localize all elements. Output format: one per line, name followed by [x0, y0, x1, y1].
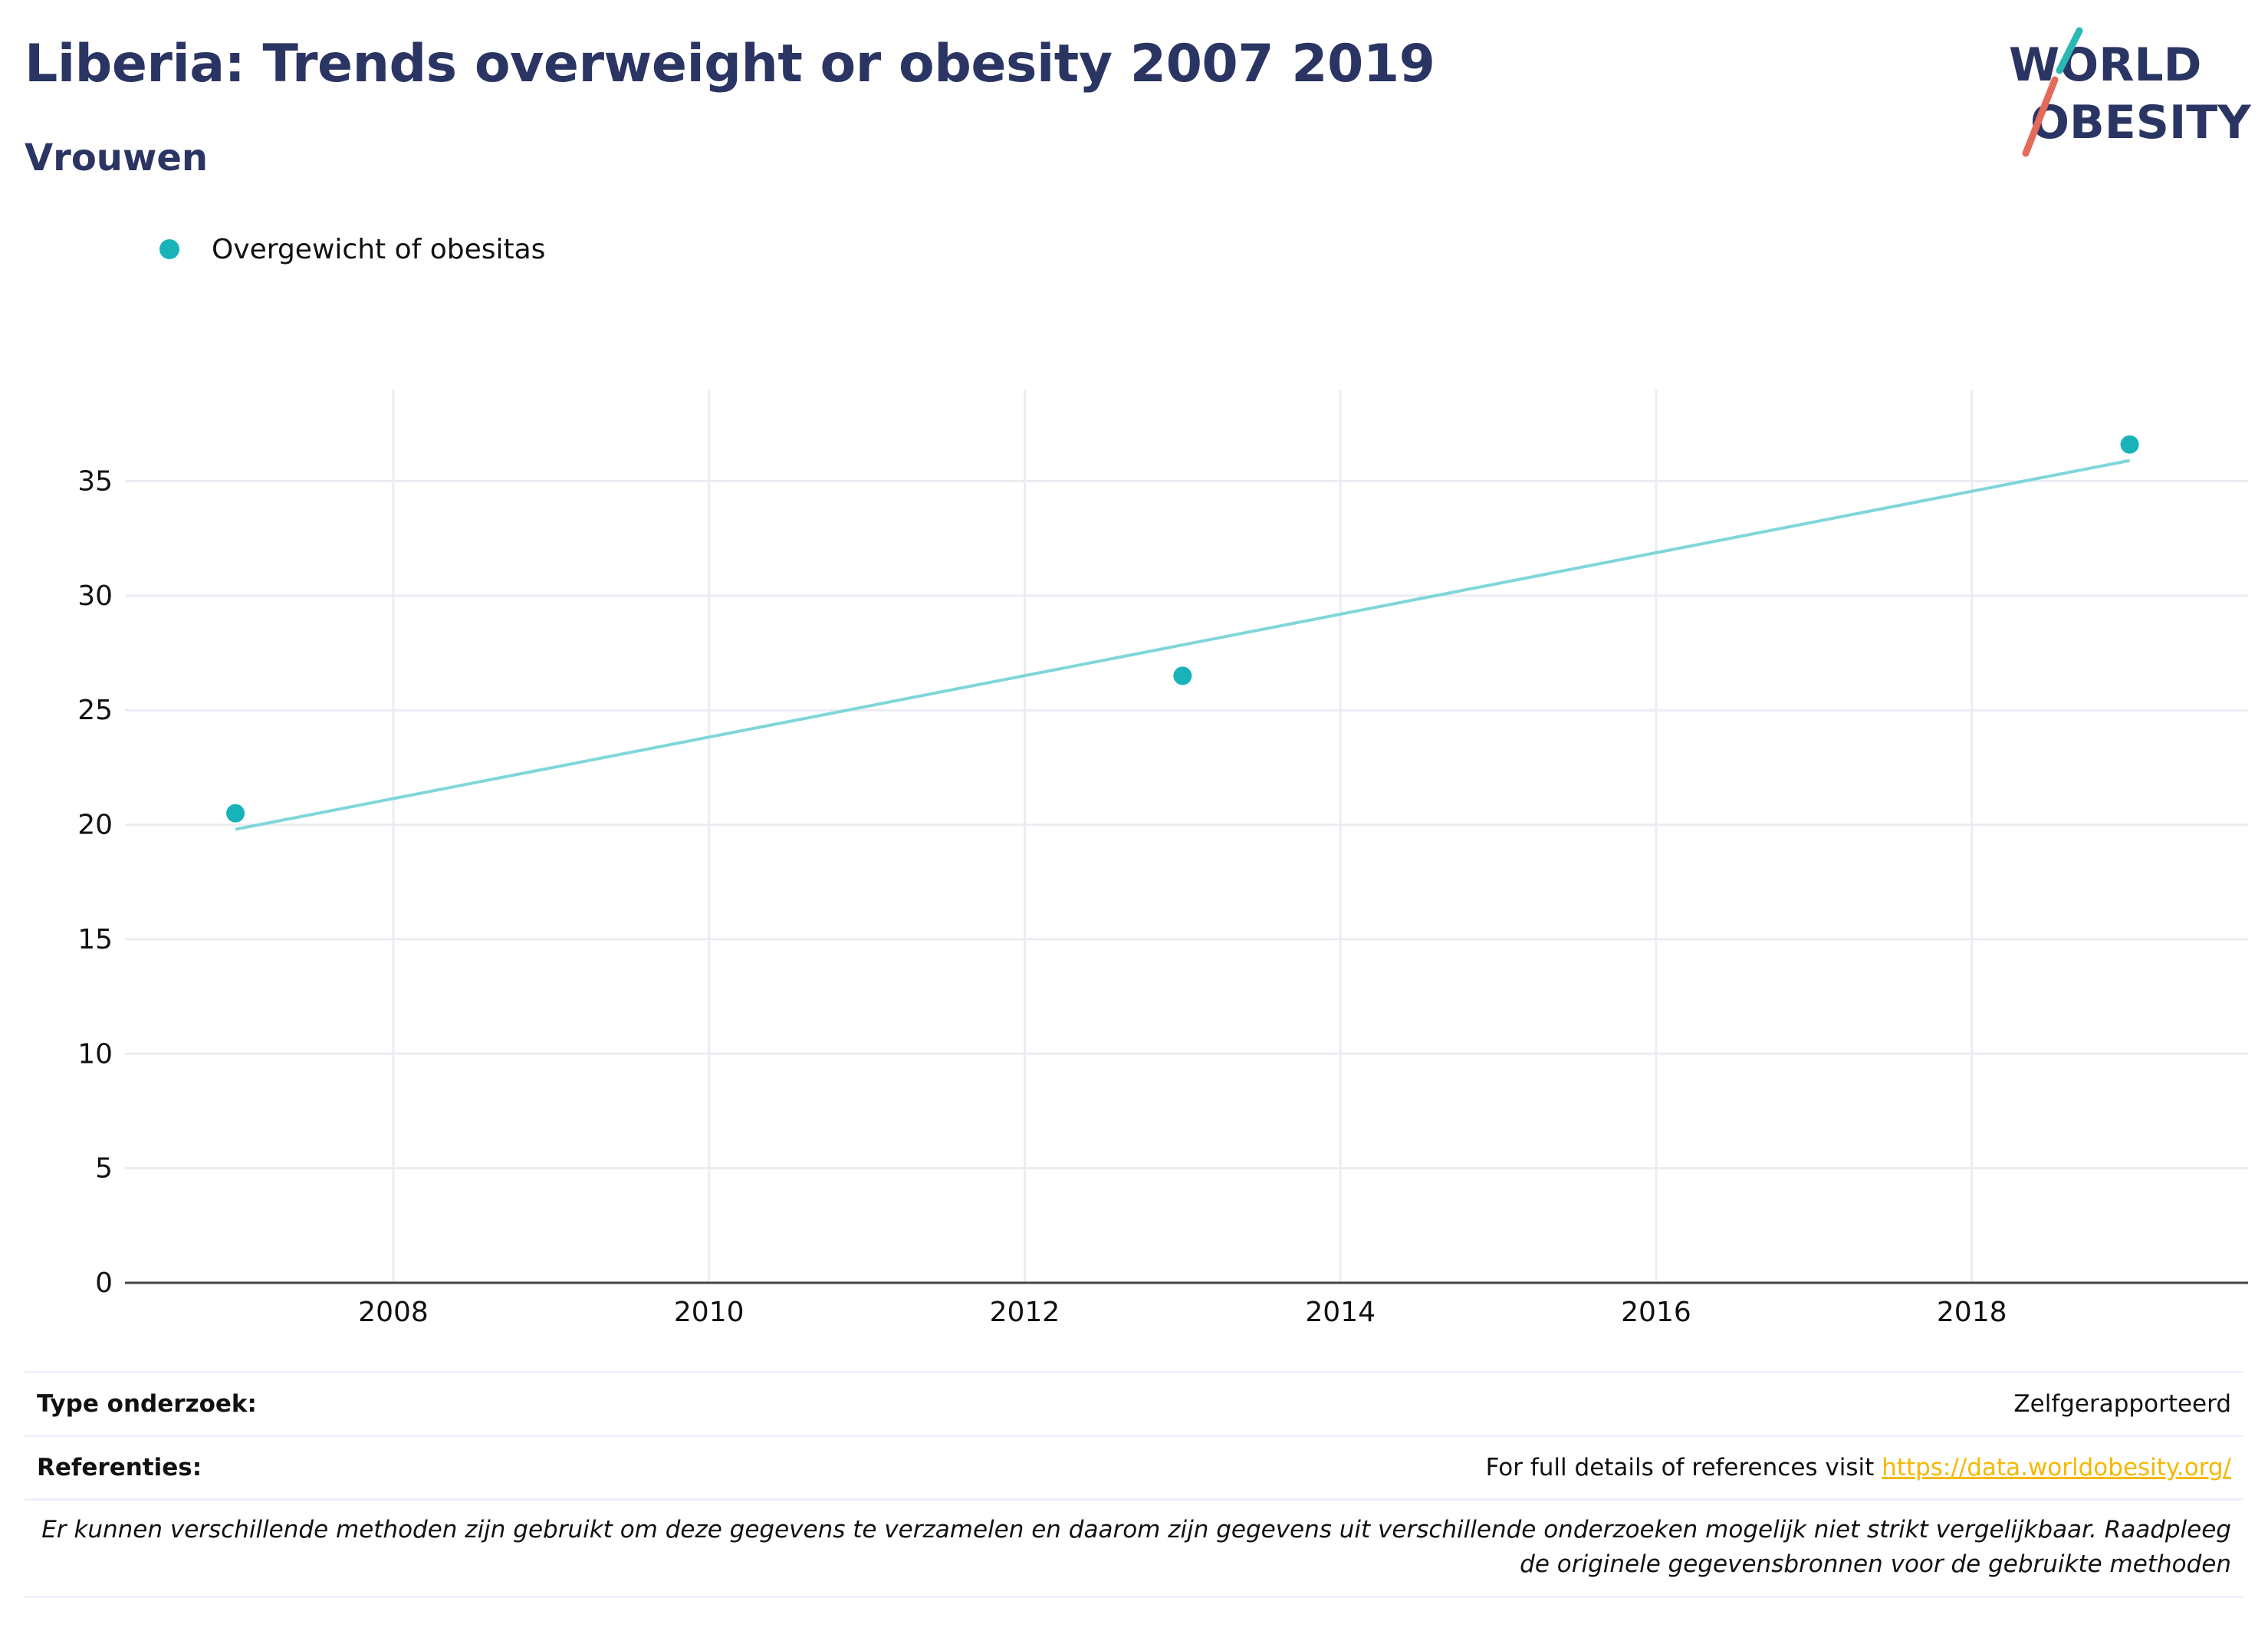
references-value: For full details of references visit htt…: [1486, 1454, 2231, 1481]
x-tick-label: 2014: [1305, 1297, 1376, 1328]
metadata-table: Type onderzoek: Zelfgerapporteerd Refere…: [25, 1371, 2243, 1598]
x-tick-label: 2012: [990, 1297, 1060, 1328]
y-tick-label: 5: [95, 1153, 113, 1185]
chart-legend: Overgewicht of obesitas: [159, 230, 545, 268]
x-tick-label: 2010: [674, 1297, 744, 1328]
references-text: For full details of references visit: [1485, 1454, 1882, 1481]
y-tick-label: 10: [77, 1038, 113, 1070]
y-tick-label: 30: [77, 580, 113, 612]
data-point: [226, 804, 245, 823]
y-tick-label: 20: [77, 810, 113, 841]
x-tick-label: 2008: [358, 1297, 429, 1328]
references-label: Referenties:: [37, 1454, 202, 1481]
methodology-note: Er kunnen verschillende methoden zijn ge…: [25, 1498, 2243, 1598]
references-row: Referenties: For full details of referen…: [25, 1435, 2243, 1498]
grid-lines: [125, 390, 2248, 1283]
svg-text:OBESITY: OBESITY: [2030, 96, 2252, 150]
y-tick-label: 0: [95, 1267, 113, 1299]
survey-type-label: Type onderzoek:: [37, 1390, 257, 1418]
methodology-note-line-2: de originele gegevensbronnen voor de geb…: [1520, 1550, 2231, 1578]
world-obesity-logo: WORLD OBESITY: [2009, 27, 2252, 157]
y-tick-label: 25: [77, 695, 113, 726]
chart-title: Liberia: Trends overweight or obesity 20…: [25, 34, 1435, 94]
series-layer: [226, 435, 2139, 831]
legend-label: Overgewicht of obesitas: [212, 233, 546, 265]
legend-marker-icon: [159, 239, 179, 259]
data-point: [2120, 435, 2139, 454]
y-tick-label: 35: [77, 465, 113, 497]
scatter-chart: 0 5 10 15 20 25 30 35 2008 2010 2012 2014 2016 2018: [77, 390, 2248, 1328]
chart-subtitle: Vrouwen: [25, 136, 209, 179]
survey-type-row: Type onderzoek: Zelfgerapporteerd: [25, 1371, 2243, 1435]
data-point: [1173, 666, 1192, 685]
svg-text:WORLD: WORLD: [2009, 38, 2201, 92]
x-tick-label: 2018: [1937, 1297, 2007, 1328]
y-tick-label: 15: [77, 924, 113, 955]
x-tick-label: 2016: [1621, 1297, 1691, 1328]
methodology-note-line-1: Er kunnen verschillende methoden zijn ge…: [41, 1516, 2231, 1544]
references-link[interactable]: https://data.worldobesity.org/: [1882, 1454, 2231, 1481]
axes: 0 5 10 15 20 25 30 35 2008 2010 2012 2014 2016 2018: [77, 465, 2248, 1328]
trend-line: [235, 459, 2130, 831]
survey-type-value: Zelfgerapporteerd: [2013, 1390, 2231, 1418]
